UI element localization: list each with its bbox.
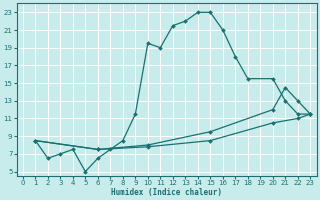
X-axis label: Humidex (Indice chaleur): Humidex (Indice chaleur) (111, 188, 222, 197)
